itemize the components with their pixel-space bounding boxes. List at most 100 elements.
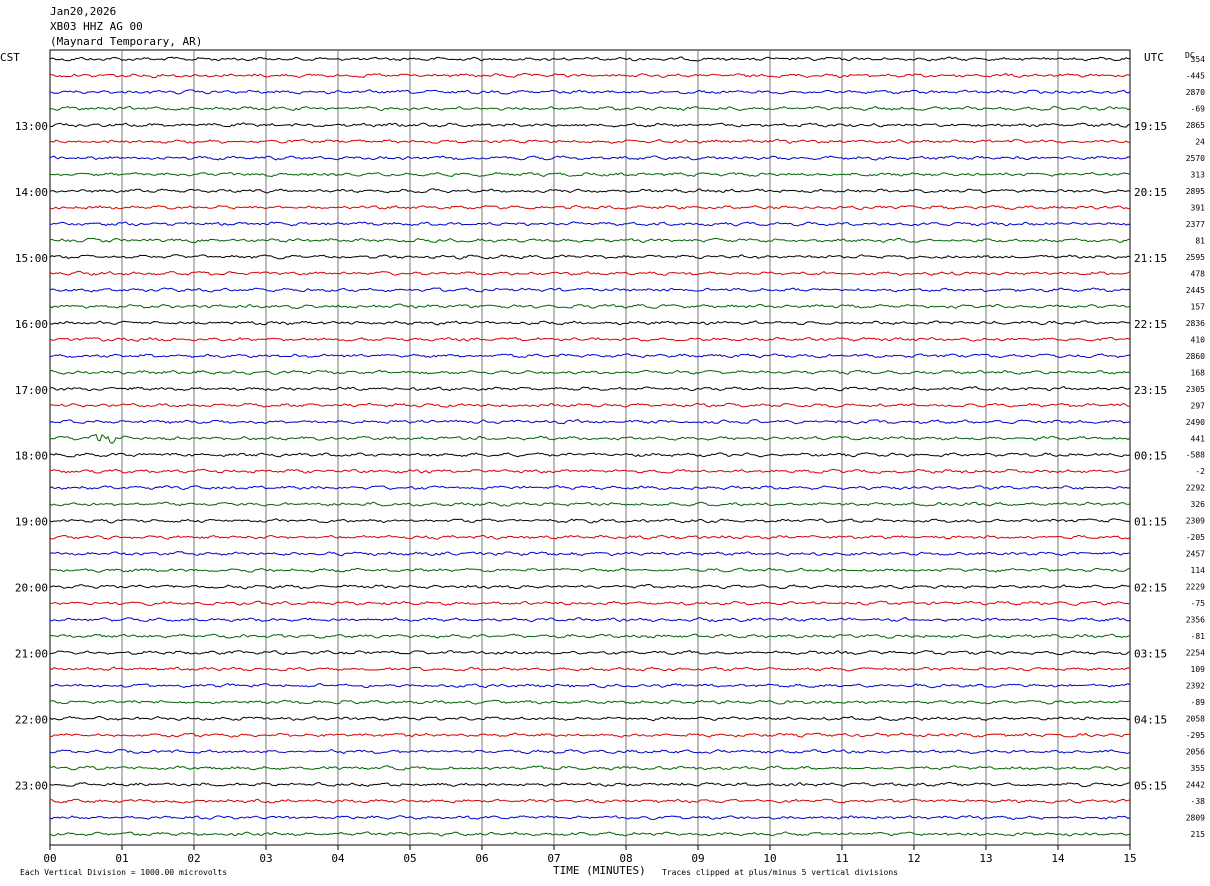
dc-offset-label: 2292 [1186, 484, 1205, 493]
utc-time-label: 03:15 [1134, 648, 1167, 661]
x-tick-label: 10 [763, 852, 776, 865]
x-tick-label: 00 [43, 852, 56, 865]
dc-offset-label: 109 [1191, 665, 1206, 674]
dc-offset-label: 354 [1191, 55, 1206, 64]
seismic-trace [49, 600, 1131, 606]
utc-time-label: 23:15 [1134, 384, 1167, 397]
x-axis-title: TIME (MINUTES) [553, 864, 646, 877]
seismic-trace [49, 171, 1131, 178]
dc-offset-label: 2254 [1186, 649, 1205, 658]
x-tick-label: 04 [331, 852, 345, 865]
utc-time-label: 22:15 [1134, 318, 1167, 331]
dc-offset-label: 355 [1191, 764, 1206, 773]
seismic-trace [49, 682, 1131, 689]
dc-offset-label: 2809 [1186, 814, 1205, 823]
seismic-trace [49, 336, 1131, 342]
seismic-trace [49, 237, 1131, 244]
dc-offset-label: 2595 [1186, 253, 1205, 262]
dc-offset-label: 326 [1191, 500, 1206, 509]
dc-offset-label: 2860 [1186, 352, 1205, 361]
x-tick-label: 14 [1051, 852, 1065, 865]
cst-time-label: 21:00 [15, 648, 48, 661]
x-tick-label: 11 [835, 852, 848, 865]
seismic-trace [49, 353, 1131, 359]
dc-offset-label: 2229 [1186, 583, 1205, 592]
dc-offset-label: 24 [1195, 137, 1205, 146]
dc-offset-label: 313 [1191, 170, 1206, 179]
seismic-trace [49, 765, 1131, 771]
dc-offset-label: 441 [1191, 434, 1206, 443]
seismic-trace [49, 433, 1131, 445]
dc-offset-label: 2490 [1186, 418, 1205, 427]
seismic-trace [49, 155, 1131, 161]
cst-time-label: 22:00 [15, 714, 48, 727]
dc-offset-label: 2445 [1186, 286, 1205, 295]
seismic-trace [49, 567, 1131, 573]
utc-time-label: 05:15 [1134, 780, 1167, 793]
plot-frame [49, 49, 1131, 846]
cst-time-label: 14:00 [15, 186, 48, 199]
cst-time-label: 18:00 [15, 450, 48, 463]
dc-offset-label: 2870 [1186, 88, 1205, 97]
utc-time-label: 02:15 [1134, 582, 1167, 595]
utc-time-label: 19:15 [1134, 120, 1167, 133]
x-tick-label: 09 [691, 852, 704, 865]
dc-offset-label: -81 [1191, 632, 1206, 641]
dc-offset-label: 157 [1191, 302, 1206, 311]
x-tick-label: 06 [475, 852, 488, 865]
plot-date: Jan20,2026 [50, 5, 117, 18]
dc-offset-label: 410 [1191, 335, 1206, 344]
seismic-trace [49, 56, 1131, 62]
seismic-trace [49, 122, 1131, 128]
seismic-trace [49, 303, 1131, 310]
seismic-trace [49, 831, 1131, 837]
utc-time-label: 00:15 [1134, 450, 1167, 463]
station-code: XB03 HHZ AG 00 [50, 20, 143, 33]
seismic-trace [49, 649, 1131, 656]
seismic-trace [49, 699, 1131, 705]
dc-offset-label: 215 [1191, 830, 1206, 839]
seismic-trace [49, 221, 1131, 227]
seismic-trace [49, 452, 1131, 458]
dc-offset-label: 391 [1191, 203, 1206, 212]
x-tick-label: 02 [187, 852, 200, 865]
dc-offset-label: 114 [1191, 566, 1206, 575]
x-tick-label: 08 [619, 852, 632, 865]
seismic-trace [49, 633, 1131, 639]
dc-offset-label: 2058 [1186, 715, 1205, 724]
dc-offset-label: 297 [1191, 401, 1206, 410]
x-tick-label: 05 [403, 852, 416, 865]
seismic-trace [49, 138, 1131, 144]
seismic-trace [49, 781, 1131, 788]
cst-time-label: 17:00 [15, 384, 48, 397]
seismic-trace [49, 287, 1131, 293]
seismic-trace [49, 468, 1131, 474]
dc-offset-label: 2457 [1186, 550, 1205, 559]
dc-offset-label: -2 [1195, 467, 1205, 476]
seismic-trace [49, 715, 1131, 722]
dc-offset-label: 2305 [1186, 385, 1205, 394]
dc-offset-label: -69 [1191, 104, 1206, 113]
x-tick-label: 15 [1123, 852, 1136, 865]
dc-offset-label: 2570 [1186, 154, 1205, 163]
seismic-trace [49, 419, 1131, 425]
station-location: (Maynard Temporary, AR) [50, 35, 203, 48]
dc-offset-label: 2377 [1186, 220, 1205, 229]
seismic-trace [49, 534, 1131, 540]
seismic-trace [49, 254, 1131, 260]
seismic-trace [49, 402, 1131, 408]
dc-offset-label: 2442 [1186, 781, 1205, 790]
seismic-trace [49, 798, 1130, 804]
footer-clip-note: Traces clipped at plus/minus 5 vertical … [662, 868, 898, 877]
utc-time-label: 20:15 [1134, 186, 1167, 199]
seismic-trace [49, 583, 1131, 590]
dc-offset-label: 2356 [1186, 616, 1205, 625]
utc-time-label: 04:15 [1134, 714, 1167, 727]
dc-offset-label: -445 [1186, 71, 1205, 80]
x-tick-label: 13 [979, 852, 992, 865]
seismic-trace [49, 485, 1131, 491]
seismic-trace [49, 617, 1131, 623]
utc-axis-label: UTC [1144, 51, 1164, 64]
dc-offset-label: 2056 [1186, 748, 1205, 757]
